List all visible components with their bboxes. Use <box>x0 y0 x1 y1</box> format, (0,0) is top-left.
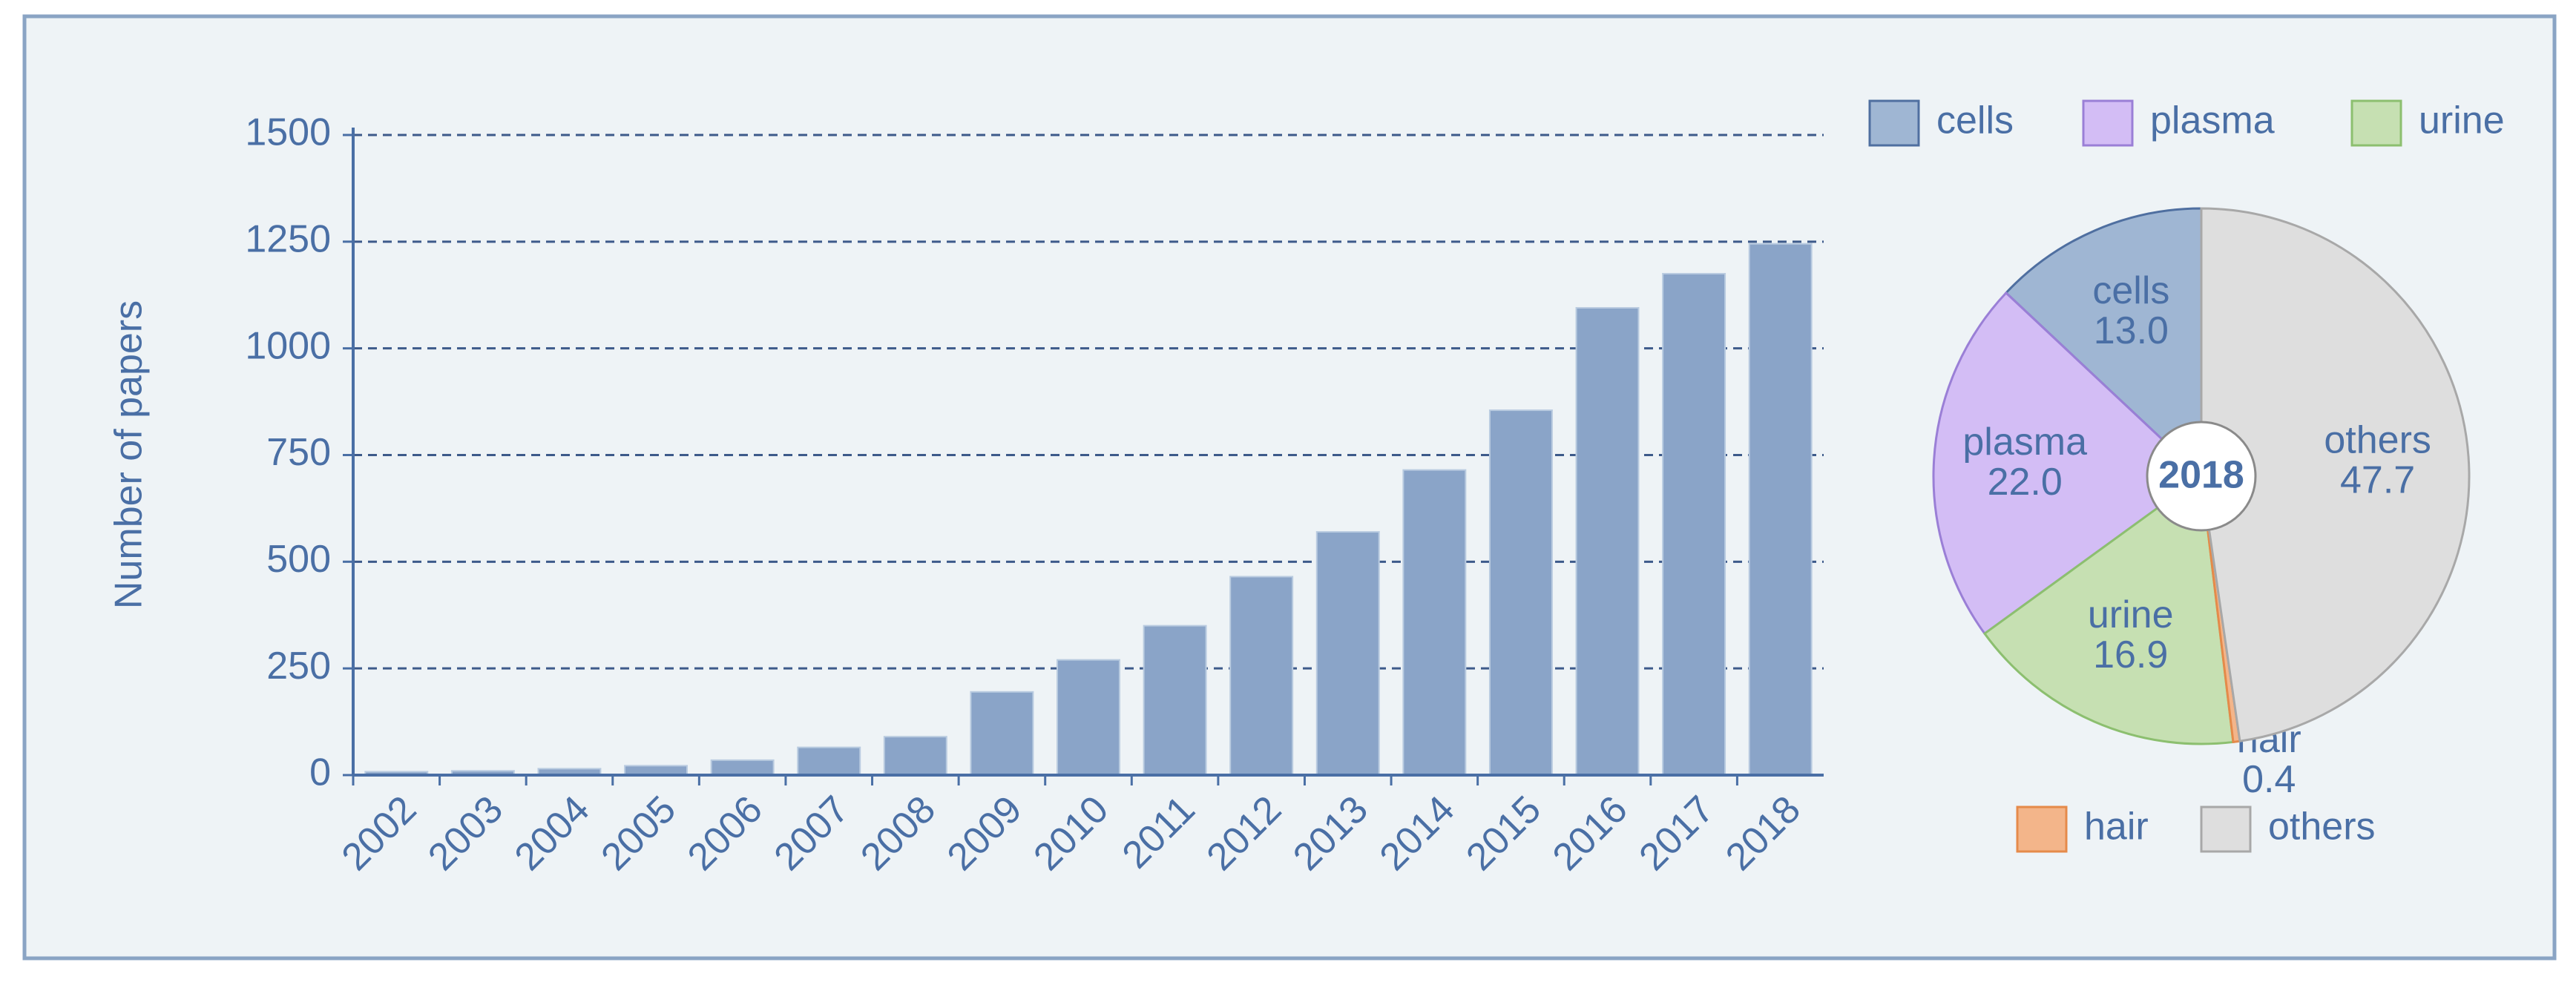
y-tick-label: 1000 <box>245 324 331 367</box>
y-axis-label: Number of papers <box>108 300 151 609</box>
legend-label: urine <box>2419 99 2505 142</box>
y-tick-label: 1500 <box>245 111 331 154</box>
bar <box>797 746 861 776</box>
legend-swatch <box>2350 99 2402 147</box>
pie-slice <box>1982 474 2235 745</box>
legend-swatch <box>1868 99 1920 147</box>
bar <box>1575 307 1640 776</box>
slice-value: 16.9 <box>2093 633 2168 676</box>
bar <box>1488 409 1553 777</box>
legend-swatch <box>2016 806 2068 853</box>
bar <box>1229 576 1294 776</box>
legend-label: plasma <box>2150 99 2275 142</box>
y-tick-label: 1250 <box>245 218 331 261</box>
slice-label: urine <box>2088 593 2174 636</box>
bar <box>1057 659 1120 776</box>
slice-value: 22.0 <box>1988 461 2063 504</box>
pie-center-label: 2018 <box>2158 454 2244 497</box>
slice-value: 47.7 <box>2340 459 2415 502</box>
legend-label: others <box>2268 806 2376 849</box>
y-tick-label: 500 <box>266 538 331 581</box>
y-tick-label: 0 <box>309 751 331 794</box>
legend-swatch <box>2082 99 2134 147</box>
y-tick-label: 750 <box>266 431 331 474</box>
bar <box>883 736 947 776</box>
legend-swatch <box>2200 806 2252 853</box>
pie-slice <box>2004 207 2203 479</box>
slice-value: 0.4 <box>2242 758 2296 801</box>
legend-label: hair <box>2084 806 2149 849</box>
y-tick-label: 250 <box>266 645 331 688</box>
slice-value: 13.0 <box>2094 309 2169 352</box>
bar <box>1143 625 1207 777</box>
bar <box>1402 469 1467 776</box>
bar <box>710 759 775 776</box>
pie-slice <box>2200 207 2471 742</box>
bar <box>1315 531 1380 776</box>
bar <box>1748 243 1813 776</box>
slice-label: cells <box>2092 269 2169 312</box>
legend-label: cells <box>1936 99 2014 142</box>
slice-label: plasma <box>1962 421 2087 464</box>
bar <box>970 691 1034 776</box>
bar <box>1662 272 1726 776</box>
pie-center <box>2146 421 2257 532</box>
pie-slice <box>1932 291 2204 636</box>
slice-label: others <box>2324 419 2431 462</box>
